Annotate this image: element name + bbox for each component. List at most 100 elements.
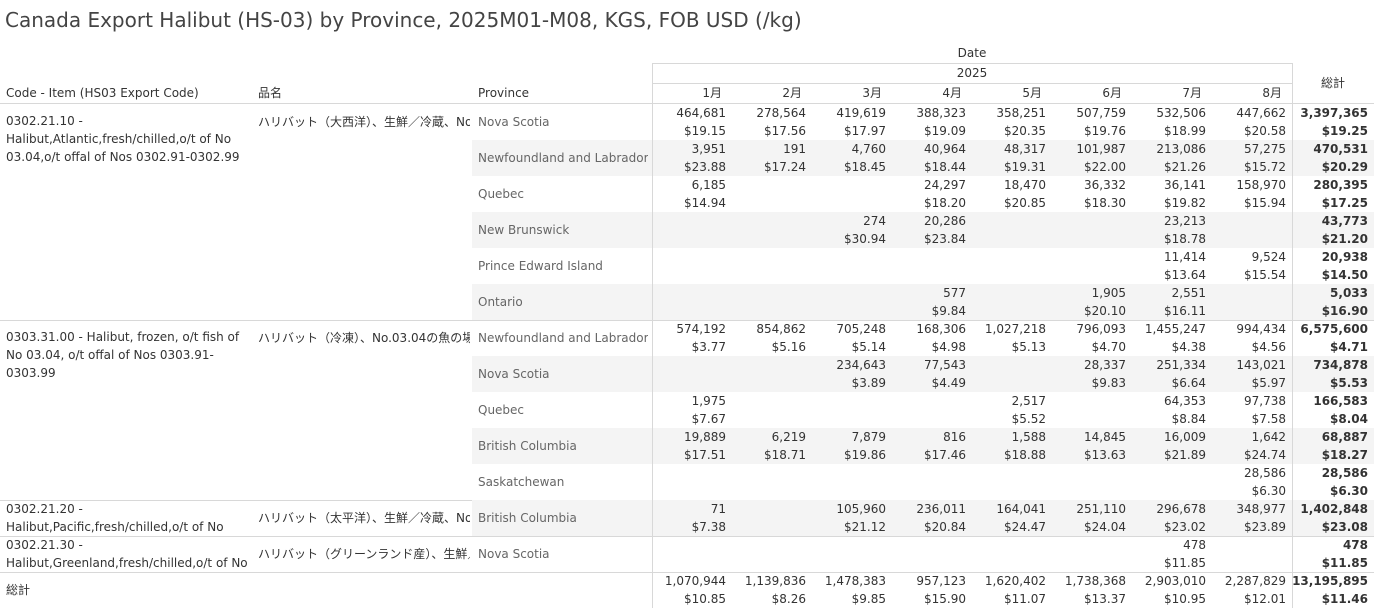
kgs-value: 2,903,010 [1144,574,1206,588]
usd-value: $5.97 [1251,376,1286,390]
usd-value: $16.11 [1164,304,1206,318]
row-band [472,284,1374,320]
kgs-value: 1,070,944 [664,574,726,588]
usd-value: $5.52 [1011,412,1046,426]
usd-value: $17.97 [844,124,886,138]
usd-value: $18.44 [924,160,966,174]
item-code: 0302.21.20 - Halibut,Pacific,fresh/chill… [6,502,224,534]
total-kgs: 28,586 [1321,466,1368,480]
usd-value: $19.82 [1164,196,1206,210]
header-month: 6月 [1102,86,1122,100]
usd-value: $18.30 [1084,196,1126,210]
item-name: ハリバット（冷凍）、No.03.04の魚の場合.. [258,331,470,345]
kgs-value: 296,678 [1156,502,1206,516]
kgs-value: 854,862 [756,322,806,336]
usd-value: $9.84 [931,304,966,318]
kgs-value: 20,286 [924,214,966,228]
kgs-value: 57,275 [1244,142,1286,156]
usd-value: $20.35 [1004,124,1046,138]
kgs-value: 1,905 [1091,286,1126,300]
usd-value: $4.70 [1091,340,1126,354]
kgs-value: 1,139,836 [744,574,806,588]
usd-value: $13.64 [1164,268,1206,282]
kgs-value: 11,414 [1164,250,1206,264]
kgs-value: 7,879 [851,430,886,444]
total-kgs: 280,395 [1313,178,1368,192]
kgs-value: 2,517 [1011,394,1046,408]
usd-value: $23.84 [924,232,966,246]
kgs-value: 1,455,247 [1144,322,1206,336]
usd-value: $14.94 [684,196,726,210]
kgs-value: 994,434 [1236,322,1286,336]
kgs-value: 251,110 [1076,502,1126,516]
usd-value: $24.74 [1244,448,1286,462]
kgs-value: 478 [1183,538,1206,552]
usd-value: $20.10 [1084,304,1126,318]
total-kgs: 166,583 [1313,394,1368,408]
usd-value: $13.37 [1084,592,1126,606]
usd-value: $19.86 [844,448,886,462]
header-month: 3月 [862,86,882,100]
usd-value: $21.89 [1164,448,1206,462]
header-line [652,63,1292,64]
kgs-value: 158,970 [1236,178,1286,192]
usd-value: $9.85 [851,592,886,606]
usd-value: $18.88 [1004,448,1046,462]
kgs-value: 168,306 [916,322,966,336]
usd-value: $15.54 [1244,268,1286,282]
kgs-value: 28,337 [1084,358,1126,372]
kgs-value: 419,619 [836,106,886,120]
total-usd: $18.27 [1321,448,1368,462]
header-code: Code - Item (HS03 Export Code) [6,86,199,100]
usd-value: $10.85 [684,592,726,606]
kgs-value: 447,662 [1236,106,1286,120]
province: Ontario [478,295,523,309]
usd-value: $24.47 [1004,520,1046,534]
header-name: 品名 [258,86,283,100]
total-usd: $11.85 [1321,556,1368,570]
kgs-value: 14,845 [1084,430,1126,444]
kgs-value: 796,093 [1076,322,1126,336]
group-line [0,572,1374,573]
total-kgs: 6,575,600 [1300,322,1368,336]
row-band [472,428,1374,464]
usd-value: $5.13 [1011,340,1046,354]
province: Quebec [478,403,525,417]
total-usd: $11.46 [1321,592,1368,606]
usd-value: $5.14 [851,340,886,354]
usd-value: $13.63 [1084,448,1126,462]
group-line [0,536,1374,537]
usd-value: $4.38 [1171,340,1206,354]
kgs-value: 77,543 [924,358,966,372]
kgs-value: 143,021 [1236,358,1286,372]
kgs-value: 16,009 [1164,430,1206,444]
kgs-value: 388,323 [916,106,966,120]
province: Prince Edward Island [478,259,603,273]
usd-value: $15.90 [924,592,966,606]
total-usd: $4.71 [1330,340,1368,354]
usd-value: $3.77 [691,340,726,354]
kgs-value: 1,588 [1011,430,1046,444]
usd-value: $3.89 [851,376,886,390]
usd-value: $5.16 [771,340,806,354]
usd-value: $8.26 [771,592,806,606]
item-code: 0303.31.00 - Halibut, frozen, o/t fish o… [6,330,240,380]
usd-value: $7.38 [691,520,726,534]
kgs-value: 1,027,218 [984,322,1046,336]
province: Newfoundland and Labrador [478,331,648,345]
kgs-value: 2,287,829 [1224,574,1286,588]
total-kgs: 470,531 [1313,142,1368,156]
kgs-value: 358,251 [996,106,1046,120]
usd-value: $17.51 [684,448,726,462]
province: Nova Scotia [478,547,550,561]
kgs-value: 705,248 [836,322,886,336]
header-month: 7月 [1182,86,1202,100]
usd-value: $23.02 [1164,520,1206,534]
group-line [0,320,1374,321]
total-usd: $17.25 [1321,196,1368,210]
kgs-value: 236,011 [916,502,966,516]
kgs-value: 18,470 [1004,178,1046,192]
kgs-value: 36,141 [1164,178,1206,192]
total-usd: $19.25 [1321,124,1368,138]
